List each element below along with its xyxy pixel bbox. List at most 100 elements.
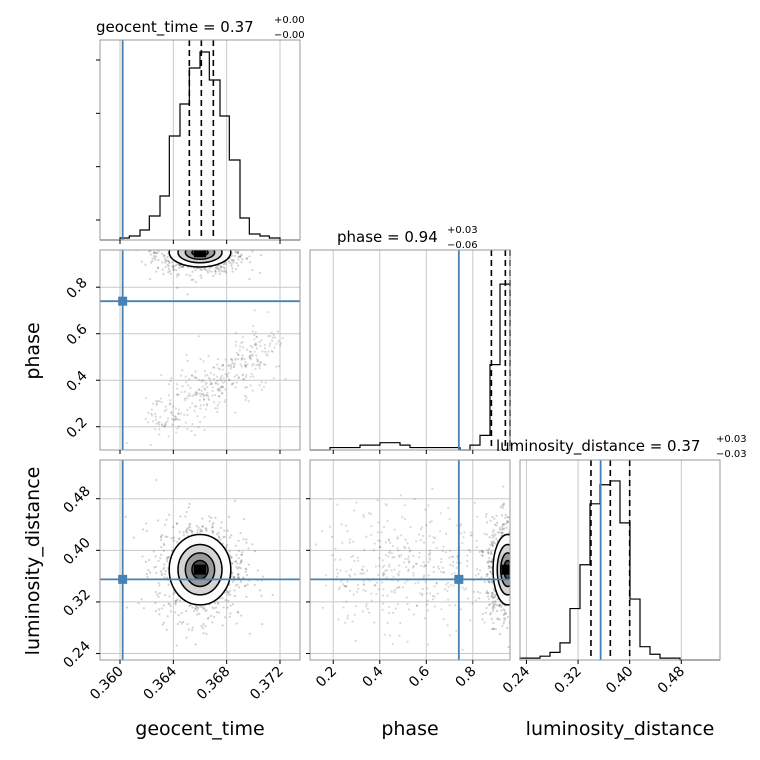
sample-point [511,565,513,567]
sample-point [242,378,245,381]
sample-point [403,545,406,549]
sample-point [194,391,198,394]
sample-point [231,241,233,243]
sample-point [221,245,223,247]
sample-point [191,270,194,273]
sample-point [530,593,532,595]
sample-point [415,604,419,607]
sample-point [403,561,406,564]
sample-point [412,564,415,568]
sample-point [523,580,525,582]
sample-point [158,592,161,595]
sample-point [463,588,466,591]
sample-point [513,590,515,592]
sample-point [403,581,407,584]
sample-point [478,550,481,554]
sample-point [194,434,197,437]
sample-point [516,531,518,533]
sample-point [234,560,238,563]
sample-point [191,402,194,405]
sample-point [442,571,446,574]
sample-point [176,427,179,430]
sample-point [515,500,517,502]
sample-point [144,263,147,266]
sample-point [381,581,384,584]
sample-point [366,607,369,610]
sample-point [193,405,197,408]
sample-point [220,379,223,382]
sample-point [488,560,491,563]
sample-point [162,272,165,276]
sample-point [521,583,523,585]
sample-point [407,546,411,549]
sample-point [198,388,201,391]
sample-point [198,399,201,402]
sample-point [513,647,515,649]
sample-point [342,583,345,586]
sample-point [186,246,188,248]
sample-point [205,632,208,635]
sample-point [214,516,217,519]
sample-point [232,261,235,264]
sample-point [196,233,198,235]
sample-point [160,553,163,556]
sample-point [450,573,453,576]
sample-point [384,569,387,573]
sample-point [184,375,187,378]
phase-err-up: +0.03 [447,225,478,236]
sample-point [217,367,220,370]
histogram-steps [100,51,300,241]
sample-point [511,602,513,604]
sample-point [219,538,222,541]
sample-point [486,561,490,565]
sample-point [224,358,227,361]
sample-point [492,529,495,532]
sample-point [180,228,182,230]
sample-point [506,626,509,630]
sample-point [499,526,502,529]
sample-point [447,506,450,509]
sample-point [182,243,184,245]
sample-point [164,261,167,264]
sample-point [215,266,218,269]
sample-point [242,378,245,381]
sample-point [196,245,198,247]
sample-point [224,245,226,247]
x-tick-label: 0.368 [194,664,234,704]
sample-point [353,613,356,616]
sample-point [216,265,219,268]
sample-point [237,258,240,261]
sample-point [227,591,230,594]
sample-point [240,559,243,562]
sample-point [163,594,167,597]
sample-point [223,267,226,270]
sample-point [502,502,506,505]
sample-point [244,584,247,587]
sample-point [203,428,206,431]
sample-point [165,518,168,521]
sample-point [165,560,169,563]
sample-point [512,561,514,563]
sample-point [426,603,429,606]
sample-point [512,565,514,567]
sample-point [216,247,218,249]
sample-point [204,244,206,246]
sample-point [205,393,208,397]
sample-point [172,266,175,269]
sample-point [163,255,166,258]
sample-point [522,606,524,608]
sample-point [193,393,196,396]
sample-point [352,540,355,543]
sample-point [175,522,179,526]
sample-point [213,607,216,610]
sample-point [223,242,225,244]
sample-point [200,380,203,383]
sample-point [246,574,249,577]
sample-point [531,603,533,605]
sample-point [514,574,516,576]
sample-point [511,560,513,562]
sample-point [495,521,499,524]
sample-point [489,560,492,564]
sample-point [196,415,199,418]
panel-titles: geocent_time = 0.37 +0.00 −0.00 phase = … [96,15,747,460]
